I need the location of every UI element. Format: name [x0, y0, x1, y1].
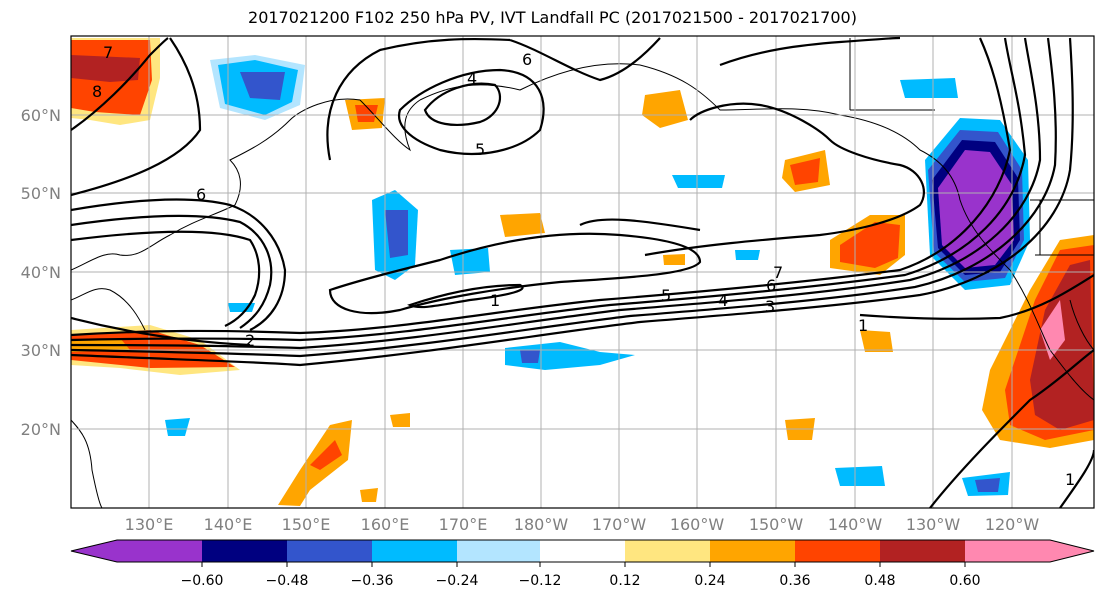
lon-tick-labels: 130°E 140°E 150°E 160°E 170°E 180°W 170°… [125, 515, 1040, 534]
contour-label: 4 [718, 291, 728, 310]
contour-label: 6 [766, 276, 776, 295]
contour-label: 4 [467, 69, 477, 88]
contour-label: 8 [92, 82, 102, 101]
lon-tick-label: 130°E [125, 515, 174, 534]
pc-negative-shading [165, 55, 1030, 496]
lat-tick-labels: 60°N 50°N 40°N 30°N 20°N [21, 106, 61, 439]
lon-tick-label: 140°E [204, 515, 253, 534]
lat-tick-label: 40°N [21, 263, 61, 282]
colorbar-swatch [540, 540, 625, 562]
contour-label: 5 [475, 140, 485, 159]
lat-tick-label: 30°N [21, 341, 61, 360]
gridlines [71, 36, 1094, 508]
contour-label: 3 [765, 297, 775, 316]
colorbar-swatch [457, 540, 540, 562]
colorbar-swatch [710, 540, 795, 562]
colorbar-swatch [71, 540, 202, 562]
lon-tick-label: 160°E [361, 515, 410, 534]
contour-label: 1 [858, 316, 868, 335]
lon-tick-label: 170°E [439, 515, 488, 534]
colorbar-tick-label: −0.48 [266, 573, 309, 589]
colorbar-tick-label: −0.60 [181, 573, 224, 589]
contour-label: 2 [245, 331, 255, 350]
colorbar-swatch [202, 540, 287, 562]
lon-tick-label: 140°W [828, 515, 883, 534]
lat-tick-label: 50°N [21, 184, 61, 203]
colorbar-tick-label: 0.60 [949, 573, 980, 589]
colorbar: −0.60 −0.48 −0.36 −0.24 −0.12 0.12 0.24 … [70, 539, 1095, 589]
lon-tick-label: 160°W [670, 515, 725, 534]
contour-label: 7 [103, 43, 113, 62]
lon-tick-label: 170°W [592, 515, 647, 534]
colorbar-swatch [965, 540, 1094, 562]
lat-tick-label: 60°N [21, 106, 61, 125]
contour-label: 5 [661, 286, 671, 305]
map-frame [70, 35, 1095, 509]
lon-tick-label: 150°W [749, 515, 804, 534]
lon-tick-label: 180°W [514, 515, 569, 534]
colorbar-swatch [372, 540, 457, 562]
colorbar-tick-label: 0.24 [694, 573, 725, 589]
figure-title: 2017021200 F102 250 hPa PV, IVT Landfall… [248, 8, 857, 27]
colorbar-swatch [795, 540, 880, 562]
lon-tick-label: 120°W [985, 515, 1040, 534]
contour-label: 6 [196, 185, 206, 204]
colorbar-swatch [880, 540, 965, 562]
colorbar-tick-label: 0.36 [779, 573, 810, 589]
colorbar-tick-label: −0.24 [436, 573, 479, 589]
colorbar-tick-label: 0.12 [609, 573, 640, 589]
colorbar-tick-label: −0.36 [351, 573, 394, 589]
colorbar-outline [70, 539, 1095, 563]
coastlines [71, 63, 1094, 508]
colorbar-tick-label: 0.48 [864, 573, 895, 589]
pc-positive-shading [71, 38, 1094, 506]
contour-label: 6 [522, 50, 532, 69]
lon-tick-label: 130°W [906, 515, 961, 534]
colorbar-swatch [287, 540, 372, 562]
lon-tick-label: 150°E [282, 515, 331, 534]
colorbar-tick-labels: −0.60 −0.48 −0.36 −0.24 −0.12 0.12 0.24 … [181, 573, 981, 589]
lat-tick-label: 20°N [21, 420, 61, 439]
contour-label: 1 [1065, 470, 1075, 489]
pv-contours [71, 36, 1094, 508]
colorbar-swatch [625, 540, 710, 562]
contour-label: 7 [773, 263, 783, 282]
borders [849, 38, 1094, 256]
contour-labels: 7 8 6 4 6 5 7 6 5 4 3 1 2 1 1 [92, 43, 1075, 489]
contour-label: 1 [490, 291, 500, 310]
colorbar-tick-label: −0.12 [519, 573, 562, 589]
colorbar-ticks [201, 562, 966, 567]
